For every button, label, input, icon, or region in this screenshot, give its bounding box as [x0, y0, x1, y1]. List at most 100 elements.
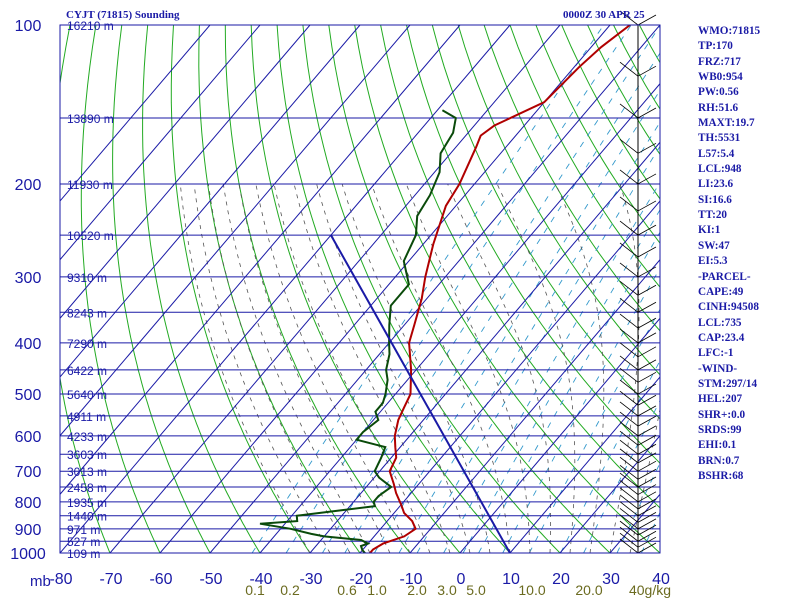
wind-barb: [637, 530, 657, 542]
temperature-tick-label: -10: [399, 571, 422, 588]
isotherm: [60, 25, 211, 202]
wind-barb: [619, 430, 639, 446]
wind-barb: [637, 443, 657, 455]
wind-barb: [619, 526, 639, 542]
index-item: -PARCEL-: [698, 270, 751, 283]
wind-barb: [619, 139, 639, 154]
mixing-ratio-line: [322, 25, 660, 553]
moist-adiabat: [405, 183, 531, 553]
wind-barb: [637, 425, 657, 437]
dry-adiabat: [795, 25, 800, 553]
station-title: CYJT (71815) Sounding: [66, 9, 180, 21]
pressure-tick-label: 200: [15, 177, 42, 194]
pressure-axis-label: mb: [30, 573, 51, 590]
pressure-tick-label: 900: [15, 522, 42, 539]
wind-barb: [619, 367, 639, 383]
height-label: 3013 m: [67, 465, 107, 479]
height-label: 16210 m: [67, 19, 114, 33]
mixing-ratio-label: 2.0: [407, 582, 427, 598]
wind-barb: [619, 280, 639, 296]
wind-barb: [619, 262, 639, 278]
height-label: 10520 m: [67, 229, 114, 243]
height-label: 8243 m: [67, 306, 107, 320]
wind-barb: [637, 498, 657, 510]
index-item: -WIND-: [698, 362, 738, 375]
valid-time: 0000Z 30 APR 25: [563, 9, 645, 21]
wind-barb: [637, 173, 657, 185]
wind-barb: [637, 14, 657, 26]
index-item: SHR+:0.0: [698, 408, 746, 421]
pressure-tick-label: 100: [15, 18, 42, 35]
isotherm: [359, 200, 660, 553]
wind-barb: [619, 514, 639, 530]
pressure-tick-label: 700: [15, 464, 42, 481]
index-item: L57:5.4: [698, 147, 735, 160]
wind-barb: [619, 355, 639, 371]
temperature-tick-label: -20: [349, 571, 372, 588]
sounding-traces: [259, 25, 631, 553]
moist-adiabat: [273, 183, 431, 553]
dry-adiabat: [769, 25, 800, 553]
mixing-ratio-label: 40g/kg: [629, 582, 671, 598]
mixing-ratio-label: 3.0: [437, 582, 457, 598]
wind-barb: [619, 472, 639, 488]
wind-barb: [619, 196, 639, 212]
wind-barb: [619, 456, 639, 472]
wind-barb: [637, 359, 657, 371]
index-item: SRDS:99: [698, 423, 742, 436]
mixing-ratio-label: 10.0: [518, 582, 545, 598]
pressure-tick-label: 500: [15, 387, 42, 404]
index-item: FRZ:717: [698, 55, 741, 68]
index-item: BRN:0.7: [698, 454, 740, 467]
dewpoint-line: [259, 109, 457, 553]
isotherm: [60, 25, 511, 553]
isotherm: [459, 317, 660, 553]
wind-barb: [637, 246, 657, 258]
isotherm: [109, 25, 561, 553]
wind-barb: [619, 532, 639, 548]
height-label: 3603 m: [67, 448, 107, 462]
dry-adiabat: [561, 25, 660, 200]
wind-barbs: [619, 10, 657, 554]
height-label: 4911 m: [67, 410, 106, 424]
wind-barb: [637, 524, 657, 536]
moist-adiabat: [555, 183, 605, 553]
isotherm: [259, 82, 660, 553]
wind-barb: [619, 169, 639, 185]
mixing-ratio-label: 0.6: [337, 582, 357, 598]
index-item: LI:23.6: [698, 178, 734, 191]
dry-adiabat: [302, 25, 561, 553]
pressure-tick-label: 1000: [10, 546, 46, 563]
wind-barb: [619, 487, 639, 503]
index-item: EI:5.3: [698, 255, 728, 268]
height-label: 1440 m: [67, 510, 107, 524]
wind-barb: [637, 491, 657, 503]
pressure-tick-label: 400: [15, 336, 42, 353]
wind-barb: [637, 505, 657, 517]
wind-barb: [619, 480, 639, 495]
height-label: 527 m: [67, 535, 100, 549]
temperature-tick-label: 40: [652, 571, 670, 588]
temperature-line: [369, 25, 631, 553]
wind-barb: [619, 401, 639, 417]
wind-barb: [637, 512, 657, 523]
height-label: 6422 m: [67, 364, 107, 378]
wind-barb: [619, 10, 639, 26]
index-item: LFC:-1: [698, 347, 734, 360]
temperature-tick-label: -50: [199, 571, 222, 588]
index-item: HEL:207: [698, 393, 743, 406]
moist-adiabat: [255, 183, 411, 553]
wind-barb: [619, 411, 639, 427]
height-label: 9310 m: [67, 271, 107, 285]
wind-barb: [637, 415, 657, 427]
index-item: CINH:94508: [698, 301, 759, 314]
pressure-tick-label: 300: [15, 270, 42, 287]
height-label: 11930 m: [67, 178, 113, 192]
wind-barb: [619, 328, 639, 344]
index-item: EHI:0.1: [698, 439, 737, 452]
wind-barb: [637, 452, 657, 464]
wind-barb: [619, 421, 639, 437]
pressure-tick-label: 800: [15, 495, 42, 512]
index-item: MAXT:19.7: [698, 117, 755, 130]
wind-barb: [637, 394, 657, 406]
